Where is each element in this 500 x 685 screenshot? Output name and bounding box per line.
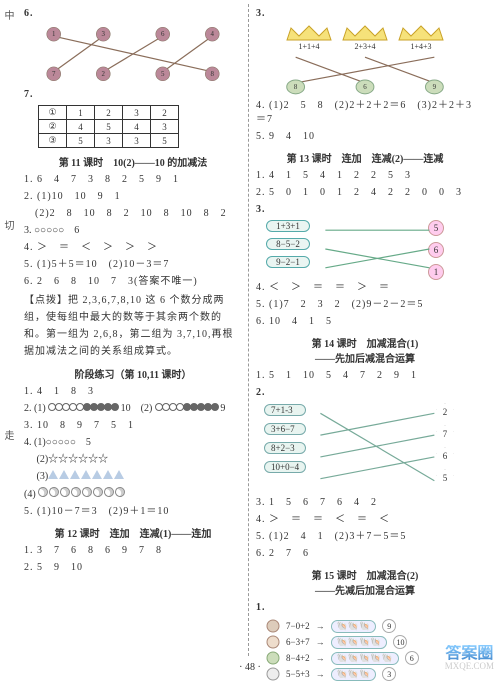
l13-a4: 4. ＜ ＞ ＝ ＝ ＞ ＝ bbox=[256, 281, 474, 295]
svg-text:4: 4 bbox=[211, 31, 215, 38]
goat-icon bbox=[266, 635, 280, 649]
lesson-13-title: 第 13 课时 连加 连减(2)——连减 bbox=[256, 150, 474, 165]
l14-q2-match: 7+1-3 3+6−7 8+2−3 10+0−4 2 7 6 5 bbox=[256, 403, 474, 493]
stage-a4-4: (4) bbox=[24, 487, 242, 502]
q6-matching: 1 3 6 4 7 2 5 8 bbox=[24, 24, 242, 84]
cow-icon bbox=[266, 619, 280, 633]
stage-a2: 2. (1) 10 (2) 9 bbox=[24, 402, 242, 416]
l11-a2a: 2. (1)10 10 9 1 bbox=[24, 190, 242, 204]
l11-a3: 3. ○○○○○ 6 bbox=[24, 224, 242, 238]
right-column: 3. 1+1+4 2+3+4 1+4+3 869 4. (1)2 5 bbox=[250, 0, 480, 660]
l14-a6: 6. 2 7 6 bbox=[256, 547, 474, 561]
l13-a6: 6. 10 4 1 5 bbox=[256, 315, 474, 329]
l12-a1: 1. 3 7 6 8 6 9 7 8 bbox=[24, 544, 242, 558]
svg-text:2: 2 bbox=[102, 71, 106, 78]
lesson-12-title: 第 12 课时 连加 连减(1)——连加 bbox=[24, 525, 242, 540]
page-footer: · 48 · 答案圈 MXQE.COM bbox=[0, 660, 500, 675]
stage-a5: 5. (1)10－7＝3 (2)9＋1＝10 bbox=[24, 505, 242, 519]
l13-a2: 2. 5 0 1 0 1 2 4 2 2 0 0 3 bbox=[256, 186, 474, 200]
lesson-14-title: 第 14 课时 加减混合(1) ——先加后减混合运算 bbox=[256, 335, 474, 365]
l11-a2b: (2)2 8 10 8 2 10 8 10 8 2 bbox=[24, 207, 242, 221]
l13-a1: 1. 4 1 5 4 1 2 2 5 3 bbox=[256, 169, 474, 183]
svg-text:7: 7 bbox=[52, 71, 56, 78]
q6-label: 6. bbox=[24, 8, 34, 19]
l11-a4: 4. ＞ ＝ ＜ ＞ ＞ ＞ bbox=[24, 241, 242, 255]
r-a5: 5. 9 4 10 bbox=[256, 130, 474, 144]
svg-text:8: 8 bbox=[294, 84, 298, 91]
q7-label: 7. bbox=[24, 89, 34, 100]
l15-q1-label: 1. bbox=[256, 602, 266, 613]
l13-q3-label: 3. bbox=[256, 204, 266, 215]
stage-a3: 3. 10 8 9 7 5 1 bbox=[24, 419, 242, 433]
stage-title: 阶段练习（第 10,11 课时） bbox=[24, 366, 242, 381]
l11-a1: 1. 6 4 7 3 8 2 5 9 1 bbox=[24, 173, 242, 187]
crown-row: 1+1+4 2+3+4 1+4+3 bbox=[256, 24, 474, 51]
svg-text:5: 5 bbox=[161, 71, 165, 78]
margin-char-1: 中 bbox=[0, 10, 15, 20]
left-column: 6. 1364 7258 7. ①123 bbox=[18, 0, 248, 660]
watermark: 答案圈 MXQE.COM bbox=[445, 646, 494, 671]
l14-a1: 1. 5 1 10 5 4 7 2 9 1 bbox=[256, 369, 474, 383]
svg-text:6: 6 bbox=[161, 31, 165, 38]
margin-notes: 中 切 走 bbox=[0, 0, 18, 660]
l13-q3-match: 1+3+1 8−5−2 9−2−1 5 6 1 bbox=[256, 220, 474, 278]
svg-text:3: 3 bbox=[102, 31, 106, 38]
page-number: · 48 · bbox=[239, 662, 261, 673]
svg-text:6: 6 bbox=[363, 84, 367, 91]
r-q3-matching: 8 6 9 bbox=[256, 53, 474, 95]
l14-a3: 3. 1 5 6 7 6 4 2 bbox=[256, 496, 474, 510]
margin-char-2: 切 bbox=[0, 220, 15, 230]
lesson-15-title: 第 15 课时 加减混合(2) ——先减后加混合运算 bbox=[256, 567, 474, 597]
l14-a4: 4. ＞ ＝ ＝ ＜ ＝ ＜ bbox=[256, 513, 474, 527]
r-a4: 4. (1)2 5 8 (2)2＋2＋2＝6 (3)2＋2＋3＝7 bbox=[256, 99, 474, 127]
q7-table: ①1232 ②4543 ③5335 bbox=[38, 105, 179, 148]
l11-hint: 【点拨】把 2,3,6,7,8,10 这 6 个数分成两组，使每组中最大的数等于… bbox=[24, 292, 242, 360]
stage-a4-1: 4. (1)○○○○○ 5 bbox=[24, 436, 242, 450]
l14-a5: 5. (1)2 4 1 (2)3＋7－5＝5 bbox=[256, 530, 474, 544]
svg-text:8: 8 bbox=[211, 71, 215, 78]
stage-a4-3: (3) bbox=[24, 470, 242, 484]
lesson-11-title: 第 11 课时 10(2)——10 的加减法 bbox=[24, 154, 242, 169]
l12-a2: 2. 5 9 10 bbox=[24, 561, 242, 575]
svg-text:9: 9 bbox=[433, 84, 437, 91]
l11-a5: 5. (1)5＋5＝10 (2)10－3＝7 bbox=[24, 258, 242, 272]
l11-a6: 6. 2 6 8 10 7 3(答案不唯一) bbox=[24, 275, 242, 289]
l14-q2-label: 2. bbox=[256, 387, 266, 398]
r-q3-label: 3. bbox=[256, 8, 266, 19]
l13-a5: 5. (1)7 2 3 2 (2)9－2－2＝5 bbox=[256, 298, 474, 312]
stage-a1: 1. 4 1 8 3 bbox=[24, 385, 242, 399]
stage-a4-2: (2)☆☆☆☆☆☆ bbox=[24, 453, 242, 467]
margin-char-3: 走 bbox=[0, 430, 15, 440]
q6-top-1: 1 bbox=[52, 31, 56, 38]
